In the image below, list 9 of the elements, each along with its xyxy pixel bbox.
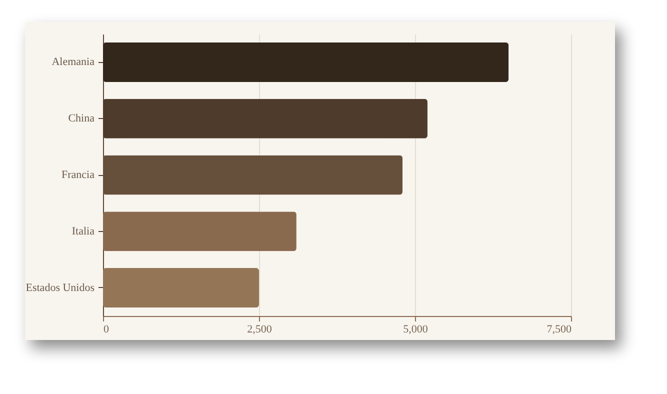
x-tick-label: 5,000 <box>403 324 428 336</box>
y-tick-label: Alemania <box>52 56 95 68</box>
x-tick-label: 7,500 <box>546 324 572 336</box>
y-tick-label: Estados Unidos <box>26 282 94 294</box>
y-tick-label: China <box>68 112 95 125</box>
y-tick-label: Italia <box>72 225 95 238</box>
x-tick-label: 2,500 <box>247 324 272 336</box>
x-tick-label: 0 <box>104 324 110 336</box>
y-tick-label: Francia <box>62 169 95 181</box>
